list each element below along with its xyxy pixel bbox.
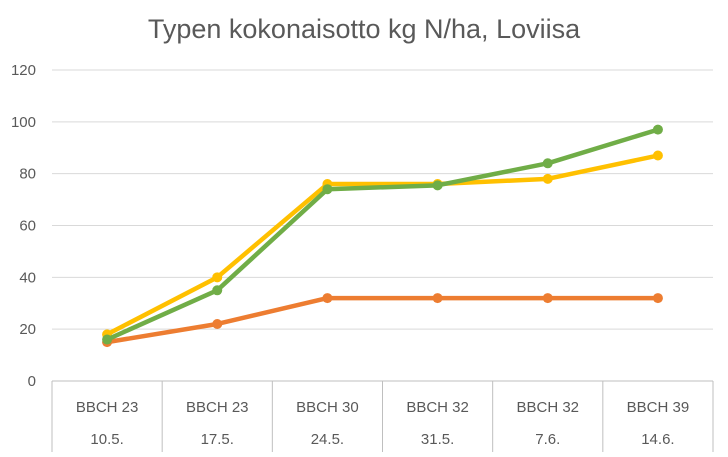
- data-point: [212, 285, 223, 296]
- y-tick-label: 100: [11, 114, 36, 131]
- y-tick-label: 20: [19, 321, 36, 338]
- series-2: [102, 150, 663, 340]
- x-category-stage: BBCH 39: [627, 399, 690, 416]
- data-point: [542, 293, 553, 304]
- y-tick-label: 60: [19, 218, 36, 235]
- data-point: [432, 180, 443, 191]
- y-tick-label: 80: [19, 166, 36, 183]
- x-category-date: 14.6.: [641, 431, 674, 448]
- series-line: [104, 127, 661, 342]
- data-point: [542, 173, 553, 184]
- chart-title: Typen kokonaisotto kg N/ha, Loviisa: [148, 14, 581, 44]
- x-category-date: 31.5.: [421, 431, 454, 448]
- data-point: [322, 184, 333, 195]
- series: [102, 124, 663, 348]
- y-axis-ticks: 0 20 40 60 80 100 120: [11, 62, 36, 390]
- data-point: [212, 272, 223, 283]
- y-tick-label: 0: [28, 373, 36, 390]
- data-point: [432, 293, 443, 304]
- grid: [52, 69, 713, 382]
- series-3: [102, 124, 663, 345]
- data-point: [652, 293, 663, 304]
- x-axis-categories: BBCH 23 10.5. BBCH 23 17.5. BBCH 30 24.5. BBCH…: [51, 381, 714, 452]
- x-category-date: 10.5.: [90, 431, 123, 448]
- y-tick-label: 40: [19, 269, 36, 286]
- data-point: [542, 158, 553, 169]
- x-category-date: 17.5.: [201, 431, 234, 448]
- series-line: [104, 153, 661, 337]
- data-point: [102, 334, 113, 345]
- series-line: [104, 295, 661, 345]
- data-point: [652, 124, 663, 135]
- data-point: [212, 318, 223, 329]
- x-category-stage: BBCH 23: [76, 399, 139, 416]
- x-category-date: 24.5.: [311, 431, 344, 448]
- x-category-stage: BBCH 23: [186, 399, 249, 416]
- x-category-stage: BBCH 32: [516, 399, 579, 416]
- data-point: [652, 150, 663, 161]
- x-category-date: 7.6.: [535, 431, 560, 448]
- x-category-stage: BBCH 30: [296, 399, 359, 416]
- x-category-stage: BBCH 32: [406, 399, 469, 416]
- y-tick-label: 120: [11, 62, 36, 79]
- data-point: [322, 293, 333, 304]
- series-1: [102, 293, 663, 348]
